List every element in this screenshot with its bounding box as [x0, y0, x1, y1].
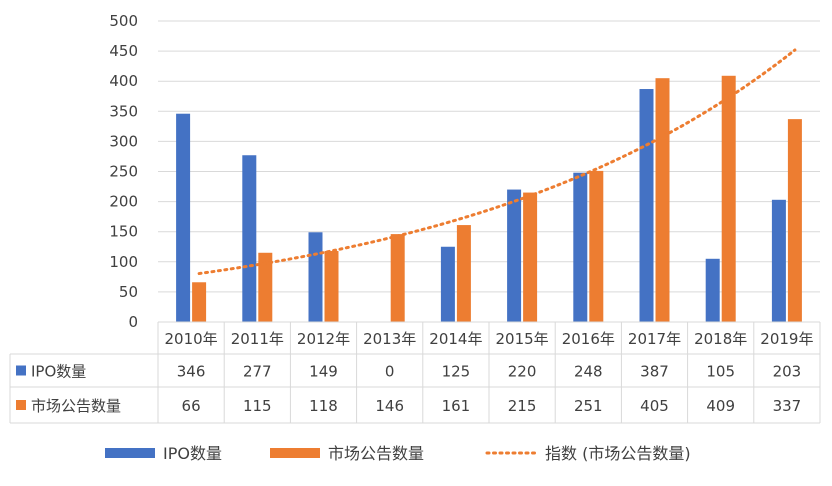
x-tick-label: 2012年	[297, 330, 350, 348]
y-tick-label: 300	[109, 132, 138, 150]
y-tick-label: 250	[109, 163, 138, 181]
bar-series-2	[192, 282, 207, 322]
data-label: 220	[508, 363, 537, 381]
data-label: 203	[773, 363, 802, 381]
bar-series-1	[705, 258, 720, 322]
data-label: 409	[706, 397, 735, 415]
legend-key-series-2	[270, 448, 320, 458]
bar-series-1	[573, 172, 588, 322]
bar-series-2	[324, 250, 339, 322]
x-tick-label: 2013年	[363, 330, 416, 348]
table-series-key	[16, 400, 26, 410]
data-label: 215	[508, 397, 537, 415]
y-tick-label: 0	[128, 313, 138, 331]
y-tick-label: 500	[109, 12, 138, 30]
y-tick-label: 150	[109, 223, 138, 241]
y-tick-label: 350	[109, 102, 138, 120]
bar-series-2	[456, 225, 471, 322]
legend-key-series-1	[105, 448, 155, 458]
legend-label: 指数 (市场公告数量)	[545, 444, 691, 463]
data-table: 2010年 2011年 2012年 2013年 2014年 2015年 2016年 2017年…	[9, 321, 821, 424]
data-label: 337	[773, 397, 802, 415]
data-label: 346	[177, 363, 206, 381]
data-label: 115	[243, 397, 272, 415]
x-tick-label: 2017年	[628, 330, 681, 348]
data-label: 105	[706, 363, 735, 381]
x-tick-label: 2019年	[760, 330, 813, 348]
table-series-key	[16, 365, 26, 376]
trendline	[197, 48, 797, 276]
x-tick-label: 2011年	[231, 330, 284, 348]
x-tick-label: 2010年	[165, 330, 218, 348]
bar-series-1	[308, 232, 323, 322]
bar-series-1	[242, 155, 257, 322]
data-label: 248	[574, 363, 603, 381]
table-series-name: IPO数量	[31, 363, 86, 381]
bar-series-1	[440, 246, 455, 322]
bar-series-2	[589, 170, 604, 322]
y-tick-label: 400	[109, 72, 138, 90]
data-label: 251	[574, 397, 603, 415]
bar-series-2	[655, 78, 670, 322]
bars	[176, 75, 802, 322]
y-tick-label: 100	[109, 253, 138, 271]
legend-label: 市场公告数量	[328, 444, 424, 463]
bar-series-1	[507, 189, 522, 322]
bar-series-2	[721, 75, 736, 322]
x-tick-label: 2018年	[694, 330, 747, 348]
grid-lines	[158, 20, 820, 323]
data-label: 118	[309, 397, 338, 415]
table-series-name: 市场公告数量	[31, 397, 121, 415]
data-label: 149	[309, 363, 338, 381]
y-tick-label: 50	[119, 283, 138, 301]
y-axis-tick-labels: 0 50 100 150 200 250 300 350 400 450 500	[109, 12, 138, 331]
data-label: 125	[442, 363, 471, 381]
bar-series-2	[390, 234, 405, 322]
bar-series-1	[771, 199, 786, 322]
bar-series-2	[787, 119, 802, 322]
x-tick-label: 2015年	[496, 330, 549, 348]
y-tick-label: 200	[109, 193, 138, 211]
bar-series-2	[258, 252, 273, 322]
x-tick-label: 2014年	[429, 330, 482, 348]
x-tick-label: 2016年	[562, 330, 615, 348]
data-label: 146	[375, 397, 404, 415]
legend-label: IPO数量	[163, 444, 222, 463]
data-label: 0	[385, 363, 395, 381]
legend: IPO数量 市场公告数量 指数 (市场公告数量)	[105, 444, 691, 463]
data-label: 66	[182, 397, 201, 415]
data-label: 161	[442, 397, 471, 415]
y-tick-label: 450	[109, 42, 138, 60]
bar-series-2	[523, 192, 538, 322]
bar-series-1	[176, 113, 191, 322]
data-label: 387	[640, 363, 669, 381]
bar-series-1	[639, 89, 654, 322]
data-label: 405	[640, 397, 669, 415]
data-label: 277	[243, 363, 272, 381]
